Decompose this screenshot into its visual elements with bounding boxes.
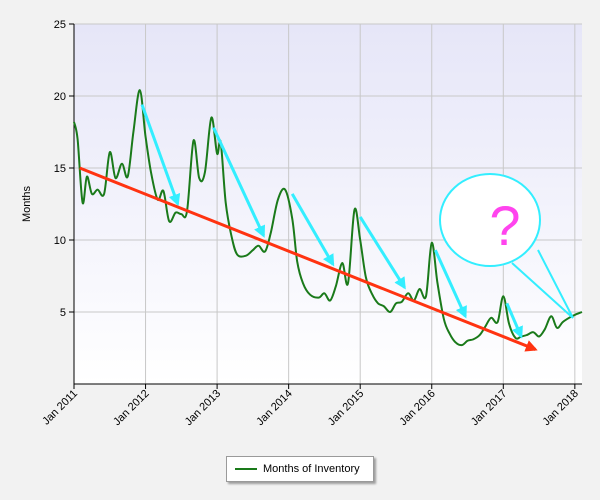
decline-arrow-2 — [290, 193, 335, 267]
speech-bubble-outline — [439, 173, 541, 267]
question-mark: ? — [489, 194, 520, 257]
legend-swatch — [235, 468, 257, 470]
legend-label: Months of Inventory — [263, 463, 360, 475]
series-layer — [73, 89, 583, 347]
y-axis-title: Months — [21, 185, 33, 222]
x-axis-ticks: Jan 2011 Jan 2012 Jan 2013 Jan 2014 Jan 2015… — [40, 384, 581, 428]
annotation-layer: ? — [79, 104, 574, 352]
y-tick-label-3: 20 — [54, 91, 66, 103]
x-tick-label-6: Jan 2017 — [469, 388, 509, 428]
y-tick-label-2: 15 — [54, 163, 66, 175]
grid-lines — [73, 23, 582, 384]
decline-arrow-5 — [505, 302, 523, 339]
decline-arrow-3 — [358, 216, 406, 290]
speech-bubble-tail — [511, 249, 574, 319]
axes — [73, 24, 582, 385]
x-tick-label-2: Jan 2013 — [183, 388, 223, 428]
y-tick-label-1: 10 — [54, 235, 66, 247]
x-tick-label-5: Jan 2016 — [397, 388, 437, 428]
y-tick-label-4: 25 — [54, 19, 66, 31]
series-line-0 — [73, 89, 583, 347]
y-tick-label-0: 5 — [60, 307, 66, 319]
x-tick-label-1: Jan 2012 — [111, 388, 151, 428]
decline-arrow-4 — [433, 249, 467, 319]
speech-bubble: ? — [439, 173, 574, 319]
x-tick-label-0: Jan 2011 — [40, 388, 80, 428]
x-tick-label-3: Jan 2014 — [254, 388, 294, 428]
y-axis-ticks: 5 10 15 20 25 — [54, 19, 74, 319]
x-tick-label-7: Jan 2018 — [540, 388, 580, 428]
trend-arrow — [79, 166, 538, 352]
decline-arrow-0 — [140, 104, 181, 207]
legend: Months of Inventory — [226, 456, 374, 482]
decline-arrow-1 — [212, 127, 266, 238]
x-tick-label-4: Jan 2015 — [326, 388, 366, 428]
